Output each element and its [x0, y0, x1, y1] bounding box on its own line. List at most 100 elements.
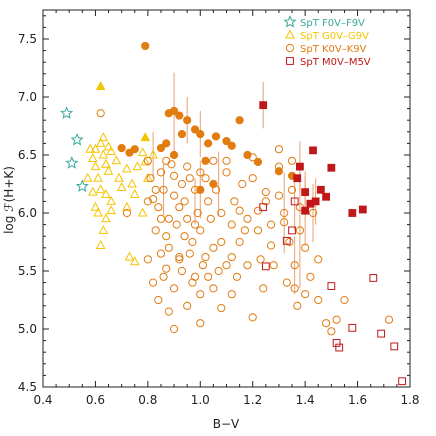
square-point: [259, 203, 268, 212]
triangle-point: [127, 178, 137, 188]
y-axis-label: log ℱ(H+K): [2, 166, 16, 234]
square-point: [332, 339, 341, 347]
circle-point: [280, 208, 289, 218]
circle-point: [240, 226, 249, 235]
triangle-point: [93, 172, 103, 182]
legend-label: SpT G0V–G9V: [300, 31, 369, 42]
triangle-point: [103, 165, 114, 175]
circle-point: [209, 243, 218, 252]
filled-square-point: [293, 174, 302, 183]
triangle-point: [106, 195, 116, 205]
circle-point: [180, 197, 189, 206]
circle-point: [177, 266, 187, 276]
triangle-point: [98, 149, 109, 159]
circle-point: [222, 261, 231, 270]
circle-point: [248, 174, 257, 183]
square-point: [261, 262, 270, 271]
triangle-point: [95, 184, 106, 194]
circle-point: [169, 171, 179, 180]
circle-point: [162, 232, 171, 241]
circle-point: [256, 255, 265, 264]
y-tick-label: 7.0: [18, 90, 37, 104]
x-tick-label: 0.4: [33, 393, 52, 407]
triangle-point: [101, 188, 111, 198]
circle-point: [209, 156, 218, 165]
circle-point: [196, 290, 205, 299]
y-tick-label: 5.5: [18, 264, 37, 278]
circle-point: [261, 197, 270, 206]
circle-point: [204, 197, 213, 206]
filled-circle-point: [274, 167, 284, 176]
circle-point: [293, 301, 302, 310]
filled-circle-point: [204, 139, 213, 148]
triangle-point: [129, 256, 140, 266]
filled-circle-point: [169, 106, 179, 116]
triangle-point: [114, 172, 124, 182]
circle-point: [332, 315, 341, 324]
x-axis-label: B−V: [213, 417, 240, 431]
triangle-point: [129, 188, 140, 198]
circle-point: [217, 237, 226, 247]
axis-ticks: 0.4 0.6 0.8 1.0 1.2 1.4 1.6 1.8 4.5 5.0 5.5 6.0 6.5 7…: [18, 10, 420, 407]
circle-point: [193, 208, 202, 218]
filled-circle-point: [183, 116, 192, 125]
filled-circle-point: [235, 116, 244, 125]
legend-marker-triangle: [285, 29, 295, 39]
circle-point: [306, 272, 315, 281]
circle-point: [217, 304, 226, 313]
circle-point: [248, 313, 257, 322]
star-point: [60, 106, 74, 119]
triangle-point: [98, 132, 109, 142]
circle-point: [282, 278, 291, 287]
filled-square-point: [348, 209, 357, 217]
filled-circle-point: [196, 185, 205, 194]
circle-point: [143, 255, 152, 264]
circle-point: [253, 226, 263, 235]
legend: SpT F0V–F9V SpT G0V–G9V SpT K0V–K9V SpT M0V…: [283, 15, 371, 68]
circle-point: [177, 179, 187, 189]
circle-point: [301, 243, 310, 252]
circle-point: [175, 255, 184, 264]
square-point: [327, 282, 336, 290]
filled-triangle-point: [95, 81, 106, 91]
square-point: [369, 274, 378, 282]
circle-point: [164, 214, 173, 223]
x-tick-label: 1.2: [243, 393, 262, 407]
filled-square-point: [301, 206, 310, 215]
triangle-point: [137, 147, 148, 157]
circle-point: [188, 237, 197, 247]
square-point: [398, 377, 407, 386]
triangle-point: [90, 161, 101, 171]
triangle-point: [101, 158, 111, 168]
filled-circle-point: [190, 125, 200, 134]
circle-point: [214, 266, 223, 276]
filled-square-point: [309, 146, 317, 155]
square-point: [390, 342, 399, 351]
circle-point: [156, 168, 166, 177]
circle-point: [230, 197, 239, 206]
circle-point: [149, 194, 158, 204]
triangle-point: [85, 143, 96, 153]
circle-point: [227, 252, 236, 262]
circle-point: [162, 156, 171, 165]
legend-marker-star: [283, 15, 297, 28]
triangle-point: [87, 186, 98, 196]
circle-point: [204, 272, 213, 281]
filled-circle-point: [201, 156, 210, 165]
circle-point: [169, 324, 179, 334]
circle-point: [159, 185, 168, 194]
circle-point: [196, 319, 205, 328]
circle-point: [143, 197, 152, 206]
x-tick-label: 1.8: [400, 393, 419, 407]
filled-triangle-point: [140, 132, 151, 142]
circle-point: [222, 156, 231, 165]
x-tick-label: 0.6: [86, 393, 105, 407]
square-point: [282, 236, 291, 245]
circle-point: [198, 261, 208, 270]
triangle-point: [93, 207, 103, 217]
triangle-point: [116, 182, 127, 191]
filled-circle-point: [177, 130, 187, 139]
circle-point: [261, 188, 270, 197]
